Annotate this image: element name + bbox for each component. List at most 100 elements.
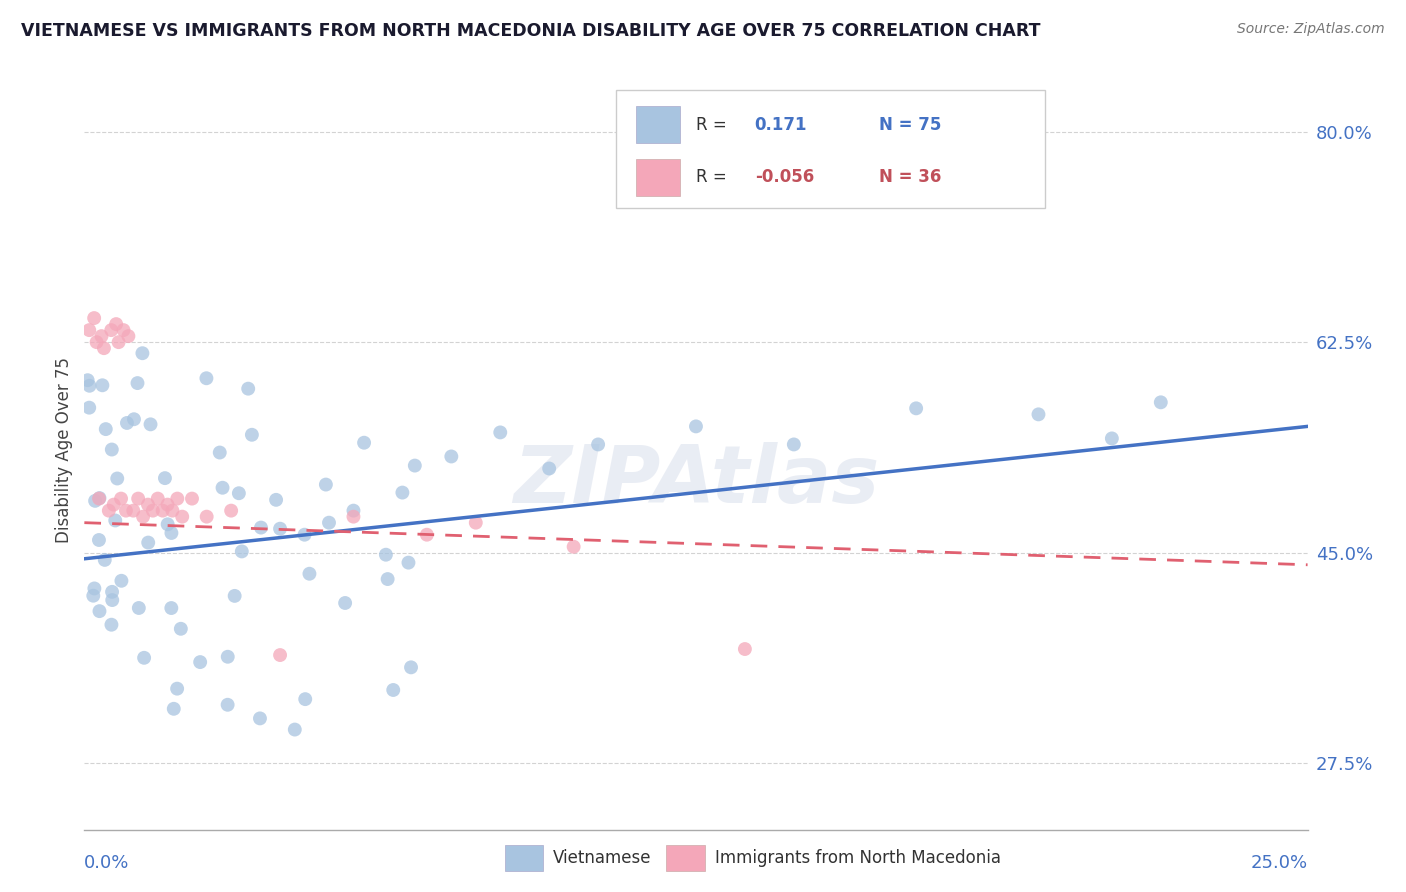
Point [240, 427, 263, 442]
Point [152, 503, 174, 517]
Point [153, 471, 176, 485]
Text: Vietnamese: Vietnamese [553, 848, 651, 867]
Point [83, 311, 105, 326]
FancyBboxPatch shape [616, 90, 1045, 208]
Point [181, 491, 204, 506]
Point [905, 401, 928, 416]
Text: 25.0%: 25.0% [1250, 854, 1308, 871]
Point [105, 471, 128, 485]
Point [105, 317, 128, 331]
Point [139, 417, 162, 432]
Point [353, 435, 375, 450]
Point [172, 509, 194, 524]
Point [238, 382, 260, 396]
Text: Source: ZipAtlas.com: Source: ZipAtlas.com [1237, 22, 1385, 37]
Point [538, 461, 561, 475]
Point [91, 378, 114, 392]
Text: ZIPAtlas: ZIPAtlas [513, 442, 879, 520]
Point [112, 323, 135, 337]
Point [231, 544, 253, 558]
Point [128, 601, 150, 615]
FancyBboxPatch shape [636, 159, 681, 195]
Point [76, 373, 98, 387]
Point [377, 572, 399, 586]
Text: 0.171: 0.171 [755, 116, 807, 134]
Point [162, 503, 184, 517]
Point [163, 702, 186, 716]
Point [399, 660, 422, 674]
Point [156, 517, 179, 532]
Point [77, 323, 100, 337]
Y-axis label: Disability Age Over 75: Disability Age Over 75 [55, 358, 73, 543]
Point [211, 481, 233, 495]
Point [136, 535, 159, 549]
Point [94, 553, 117, 567]
Point [783, 437, 806, 451]
Point [294, 527, 316, 541]
Point [166, 681, 188, 696]
Point [103, 498, 125, 512]
Point [562, 540, 585, 554]
Point [464, 516, 486, 530]
Point [224, 589, 246, 603]
Point [685, 419, 707, 434]
Point [132, 509, 155, 524]
Point [79, 378, 101, 392]
Point [115, 416, 138, 430]
Point [110, 491, 132, 506]
Point [142, 503, 165, 517]
Point [84, 493, 107, 508]
Point [195, 509, 218, 524]
Point [77, 401, 100, 415]
Text: VIETNAMESE VS IMMIGRANTS FROM NORTH MACEDONIA DISABILITY AGE OVER 75 CORRELATION: VIETNAMESE VS IMMIGRANTS FROM NORTH MACE… [21, 22, 1040, 40]
Point [110, 574, 132, 588]
Point [298, 566, 321, 581]
Text: Immigrants from North Macedonia: Immigrants from North Macedonia [714, 848, 1001, 867]
Point [127, 491, 149, 506]
Point [83, 582, 105, 596]
Text: N = 75: N = 75 [880, 116, 942, 134]
Point [170, 622, 193, 636]
Point [219, 503, 242, 517]
Point [104, 513, 127, 527]
Point [416, 527, 439, 541]
Point [160, 526, 183, 541]
Point [1028, 408, 1050, 422]
Point [398, 556, 420, 570]
Point [122, 503, 145, 517]
Point [146, 491, 169, 506]
Point [100, 617, 122, 632]
Point [90, 329, 112, 343]
Point [1101, 432, 1123, 446]
Point [734, 642, 756, 657]
Point [342, 509, 364, 524]
Point [93, 341, 115, 355]
Point [269, 648, 291, 662]
Point [101, 442, 124, 457]
Point [250, 520, 273, 534]
Point [284, 723, 307, 737]
Point [333, 596, 356, 610]
Point [391, 485, 413, 500]
Point [160, 601, 183, 615]
Point [97, 503, 120, 517]
Point [131, 346, 153, 360]
Point [217, 698, 239, 712]
Point [342, 503, 364, 517]
Point [374, 548, 396, 562]
Point [228, 486, 250, 500]
Text: -0.056: -0.056 [755, 168, 814, 186]
Point [94, 422, 117, 436]
Point [249, 711, 271, 725]
FancyBboxPatch shape [636, 106, 681, 144]
Point [86, 335, 108, 350]
Point [107, 335, 129, 350]
Point [440, 450, 463, 464]
Point [122, 412, 145, 426]
Point [82, 589, 104, 603]
Point [117, 329, 139, 343]
Point [586, 437, 609, 451]
Text: R =: R = [696, 168, 733, 186]
Point [404, 458, 426, 473]
Point [132, 650, 155, 665]
